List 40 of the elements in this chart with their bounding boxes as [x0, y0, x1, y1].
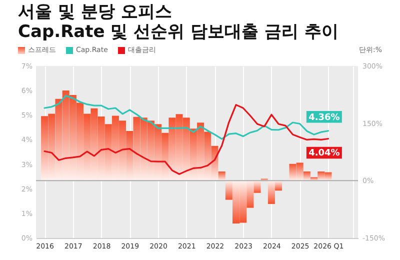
bar: [246, 180, 254, 208]
bar: [190, 128, 197, 181]
bar: [48, 114, 56, 181]
bar: [197, 122, 204, 181]
bar: [232, 180, 240, 224]
bar: [147, 120, 154, 181]
bar: [76, 102, 84, 181]
bar: [268, 180, 275, 204]
bar: [168, 118, 176, 181]
bar: [182, 118, 190, 181]
bar: [69, 95, 76, 181]
bar: [162, 132, 169, 181]
bar: [133, 116, 140, 181]
bar: [275, 180, 282, 191]
bar: [240, 180, 247, 223]
bar: [126, 130, 134, 181]
bar: [318, 171, 325, 181]
bar: [90, 108, 98, 181]
bar: [218, 171, 226, 181]
bar: [254, 180, 261, 193]
bar: [154, 124, 162, 181]
data-label: 4.04%: [308, 148, 340, 159]
bar: [119, 120, 126, 181]
bar: [303, 171, 310, 181]
chart-subtitle: Cap.Rate 및 선순위 담보대출 금리 추이: [18, 22, 340, 42]
bar: [112, 116, 119, 181]
bar: [84, 114, 91, 181]
chart-title: 서울 및 분당 오피스: [18, 2, 173, 22]
bar: [140, 118, 148, 181]
bar: [55, 98, 62, 181]
bar: [296, 162, 304, 181]
bar: [98, 116, 105, 181]
bar: [289, 164, 296, 181]
bar: [176, 114, 183, 181]
bar: [62, 90, 70, 181]
bar: [104, 124, 112, 181]
bar: [41, 116, 48, 181]
bar: [225, 180, 232, 200]
bar: [204, 132, 212, 181]
data-label: 4.36%: [308, 112, 340, 123]
